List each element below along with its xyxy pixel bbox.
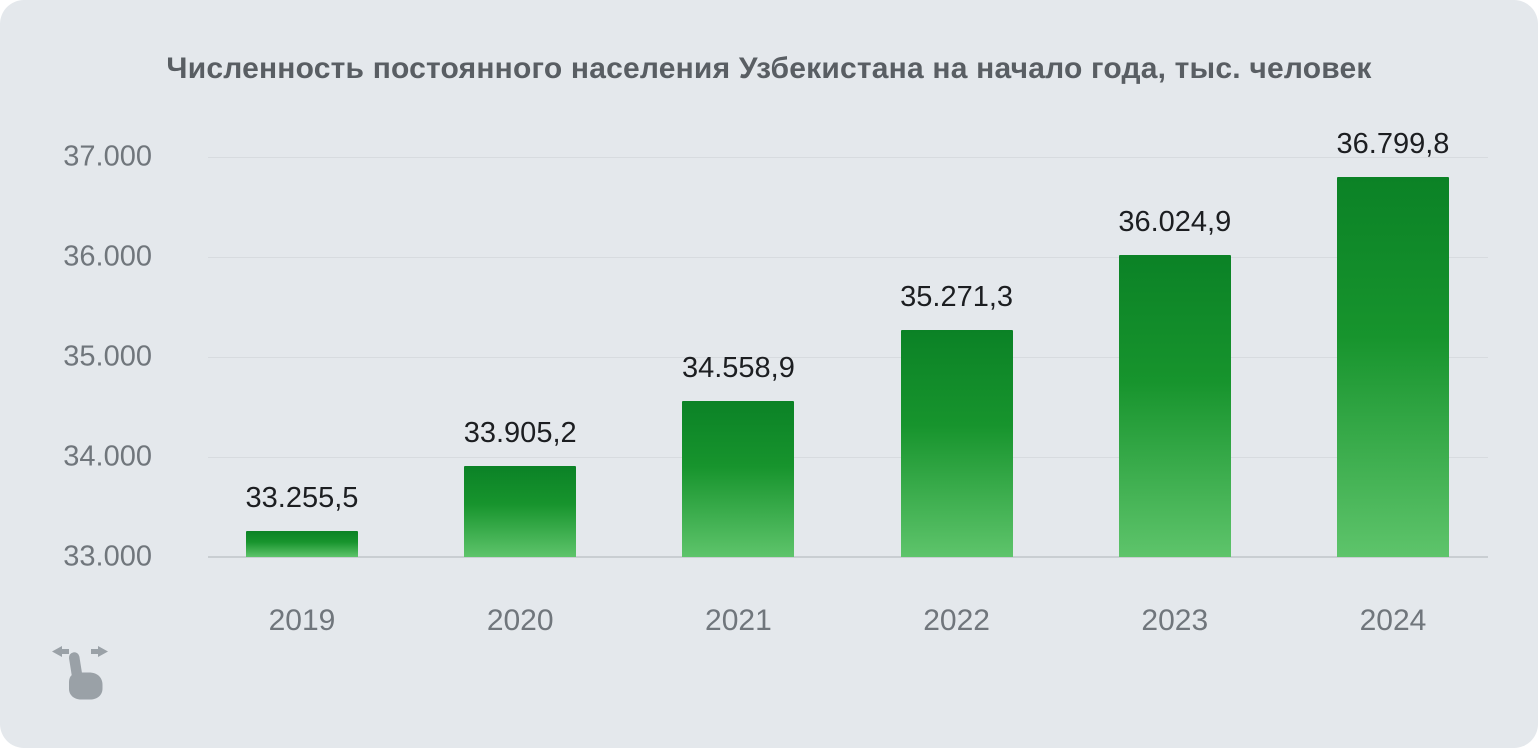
bar-2022[interactable]	[900, 329, 1013, 557]
gridline-37.000	[208, 157, 1488, 158]
bar-2019[interactable]	[246, 531, 358, 557]
gridline-35.000	[208, 357, 1488, 358]
bar-2020[interactable]	[464, 466, 577, 557]
value-label-2020: 33.905,2	[463, 417, 577, 450]
gridline-36.000	[208, 257, 1488, 258]
x-tick-label-2022: 2022	[923, 604, 990, 637]
x-tick-label-2024: 2024	[1359, 604, 1427, 637]
chart-title: Численность постоянного населения Узбеки…	[166, 52, 1372, 85]
value-label-2023: 36.024,9	[1118, 205, 1232, 238]
value-label-2022: 35.271,3	[900, 280, 1014, 313]
x-tick-label-2020: 2020	[486, 604, 554, 637]
y-tick-label-35.000: 35.000	[63, 340, 152, 373]
value-label-2019: 33.255,5	[245, 482, 359, 515]
value-label-2024: 36.799,8	[1336, 128, 1450, 161]
bar-2021[interactable]	[682, 401, 795, 557]
x-tick-label-2023: 2023	[1141, 604, 1209, 637]
x-axis-line	[208, 556, 1488, 558]
y-tick-label-34.000: 34.000	[63, 440, 152, 473]
gridline-34.000	[208, 457, 1488, 458]
y-tick-label-36.000: 36.000	[63, 240, 152, 273]
bar-2023[interactable]	[1118, 254, 1231, 557]
x-tick-label-2021: 2021	[705, 604, 772, 637]
y-tick-label-37.000: 37.000	[63, 140, 152, 173]
value-label-2021: 34.558,9	[681, 352, 795, 385]
swipe-horizontal-gesture-icon	[52, 646, 108, 700]
x-tick-label-2019: 2019	[268, 604, 336, 637]
y-tick-label-33.000: 33.000	[63, 540, 152, 573]
bar-2024[interactable]	[1337, 177, 1449, 557]
